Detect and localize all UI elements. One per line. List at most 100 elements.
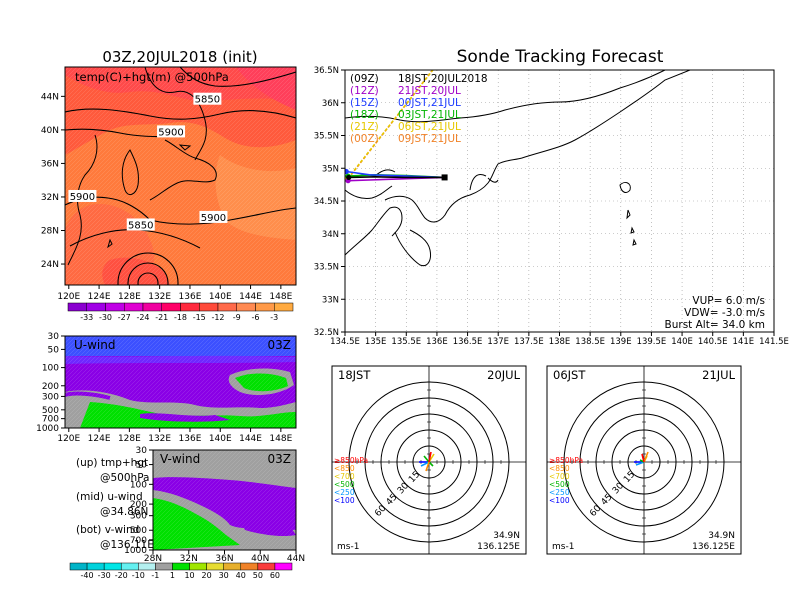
x-tick-label: 44N xyxy=(287,554,305,564)
colorbar-swatch xyxy=(124,302,144,312)
y-tick-label: 200 xyxy=(130,500,147,510)
x-tick-label: 136.5E xyxy=(453,337,483,347)
legend-time: 06JST,21JUL xyxy=(398,121,461,133)
y-tick-label: 300 xyxy=(42,392,59,402)
colorbar-swatch xyxy=(217,302,237,312)
colorbar-label: -30 xyxy=(98,571,111,580)
y-tick-label: 40N xyxy=(41,126,59,136)
x-tick-label: 124E xyxy=(88,292,111,302)
y-tick-label: 500 xyxy=(42,406,59,416)
y-tick-label: 1000 xyxy=(36,424,59,434)
colorbar-swatch xyxy=(255,302,275,312)
colorbar-label: -21 xyxy=(155,313,168,322)
pressure-legend-item: <850 xyxy=(334,464,355,473)
sonde-tracks xyxy=(345,70,448,184)
x-tick-label: 138E xyxy=(549,337,571,347)
colorbar-swatch xyxy=(180,302,200,312)
colorbar-swatch xyxy=(172,562,190,571)
note-up: (up) tmp+hgt xyxy=(76,457,148,469)
pressure-legend-item: <250 xyxy=(549,488,570,497)
hodograph-time: 18JST xyxy=(338,368,371,382)
panel-v-wind: V-wind 03Z 28N 32N 36N 40N 44N 30 50 100 200 300… xyxy=(69,446,305,580)
hodograph-unit: ms-1 xyxy=(337,542,359,552)
panel-u-wind: U-wind 03Z 120E 124E 128E 132E 136E 140E 144E 1… xyxy=(36,332,297,444)
x-tick-label: 128E xyxy=(118,292,141,302)
legend-time: 21JST,20JUL xyxy=(398,85,461,97)
legend-code: (12Z) xyxy=(350,85,379,97)
pressure-legend-item: <250 xyxy=(334,488,355,497)
burst-alt-text: Burst Alt= 34.0 km xyxy=(665,319,765,331)
colorbar-swatch xyxy=(86,562,105,571)
panel-notes: (up) tmp+hgt @500hPa (mid) u-wind @34.86… xyxy=(76,457,154,551)
colorbar-label: -27 xyxy=(118,313,131,322)
y-tick-label: 30 xyxy=(136,446,148,456)
colorbar-label: -1 xyxy=(151,571,159,580)
colorbar-swatch xyxy=(236,302,256,312)
colorbar-swatch xyxy=(105,302,125,312)
x-tick-label: 140E xyxy=(209,434,232,444)
x-tick-label: 139E xyxy=(610,337,632,347)
x-tick-label: 140E xyxy=(671,337,693,347)
svg-text:5900: 5900 xyxy=(201,213,226,224)
wind-vector xyxy=(425,461,430,472)
note-up-level: @500hPa xyxy=(100,472,150,484)
note-bot-lon: @136.11E xyxy=(100,539,154,551)
x-tick-label: 132E xyxy=(148,434,171,444)
vdw-text: VDW= -3.0 m/s xyxy=(684,307,765,319)
x-tick-label: 124E xyxy=(88,434,111,444)
x-tick-label: 136E xyxy=(179,434,202,444)
y-tick-label: 36.5N xyxy=(314,66,339,76)
hodograph-date: 20JUL xyxy=(487,368,520,382)
y-tick-label: 32.5N xyxy=(314,328,339,338)
y-tick-label: 50 xyxy=(48,345,60,355)
colorbar-label: -15 xyxy=(193,313,206,322)
vup-text: VUP= 6.0 m/s xyxy=(692,295,765,307)
coastline xyxy=(345,70,691,267)
colorbar-swatch xyxy=(86,302,106,312)
colorbar-swatch xyxy=(199,302,219,312)
track-endpoint xyxy=(345,168,349,175)
hodograph-lon: 136.125E xyxy=(692,542,735,552)
pressure-legend-item: <500 xyxy=(549,480,570,489)
y-tick-label: 700 xyxy=(42,415,59,425)
contour-label: 5900 xyxy=(157,125,186,138)
hodograph-date: 21JUL xyxy=(702,368,735,382)
svg-text:5850: 5850 xyxy=(195,95,220,106)
y-tick-label: 700 xyxy=(130,536,147,546)
hodograph-time: 06JST xyxy=(553,368,586,382)
track-legend: (09Z) 18JST,20JUL2018 (12Z) 21JST,20JUL (15Z… xyxy=(350,73,488,145)
y-tick-label: 28N xyxy=(41,227,59,237)
temp-panel-subtitle: temp(C)+hgt(m) @500hPa xyxy=(75,70,229,84)
colorbar-label: 10 xyxy=(184,571,194,580)
x-tick-label: 28N xyxy=(144,554,162,564)
panel-sonde-tracking: Sonde Tracking Forecast 134.5E 135E 135. xyxy=(314,47,789,347)
wind-vector xyxy=(635,461,645,466)
colorbar-label: 60 xyxy=(270,571,280,580)
colorbar-label: -6 xyxy=(252,313,260,322)
colorbar-label: -9 xyxy=(233,313,241,322)
wind-vector xyxy=(423,455,430,463)
hodograph-lat: 34.9N xyxy=(493,531,520,541)
contour-label: 5850 xyxy=(126,218,155,231)
y-tick-label: 34.5N xyxy=(314,197,339,207)
y-tick-label: 300 xyxy=(130,512,147,522)
x-tick-label: 132E xyxy=(148,292,171,302)
x-tick-label: 144E xyxy=(239,434,262,444)
v-wind-time-label: 03Z xyxy=(268,452,292,466)
y-tick-label: 33.5N xyxy=(314,263,339,273)
x-tick-label: 128E xyxy=(118,434,141,444)
tracking-title: Sonde Tracking Forecast xyxy=(457,47,664,67)
colorbar-label: -18 xyxy=(174,313,187,322)
x-tick-label: 148E xyxy=(269,434,292,444)
note-bot: (bot) v-wind xyxy=(76,524,139,536)
u-wind-title: U-wind xyxy=(74,338,115,352)
hodograph-lat: 34.9N xyxy=(708,531,735,541)
colorbar-swatch xyxy=(257,562,276,571)
colorbar-swatch xyxy=(206,562,224,571)
wind-vector xyxy=(641,453,645,463)
colorbar-label: 50 xyxy=(253,571,263,580)
colorbar-label: -30 xyxy=(99,313,112,322)
x-tick-label: 140.5E xyxy=(698,337,728,347)
wind-vector xyxy=(428,461,434,467)
x-tick-label: 148E xyxy=(269,292,292,302)
